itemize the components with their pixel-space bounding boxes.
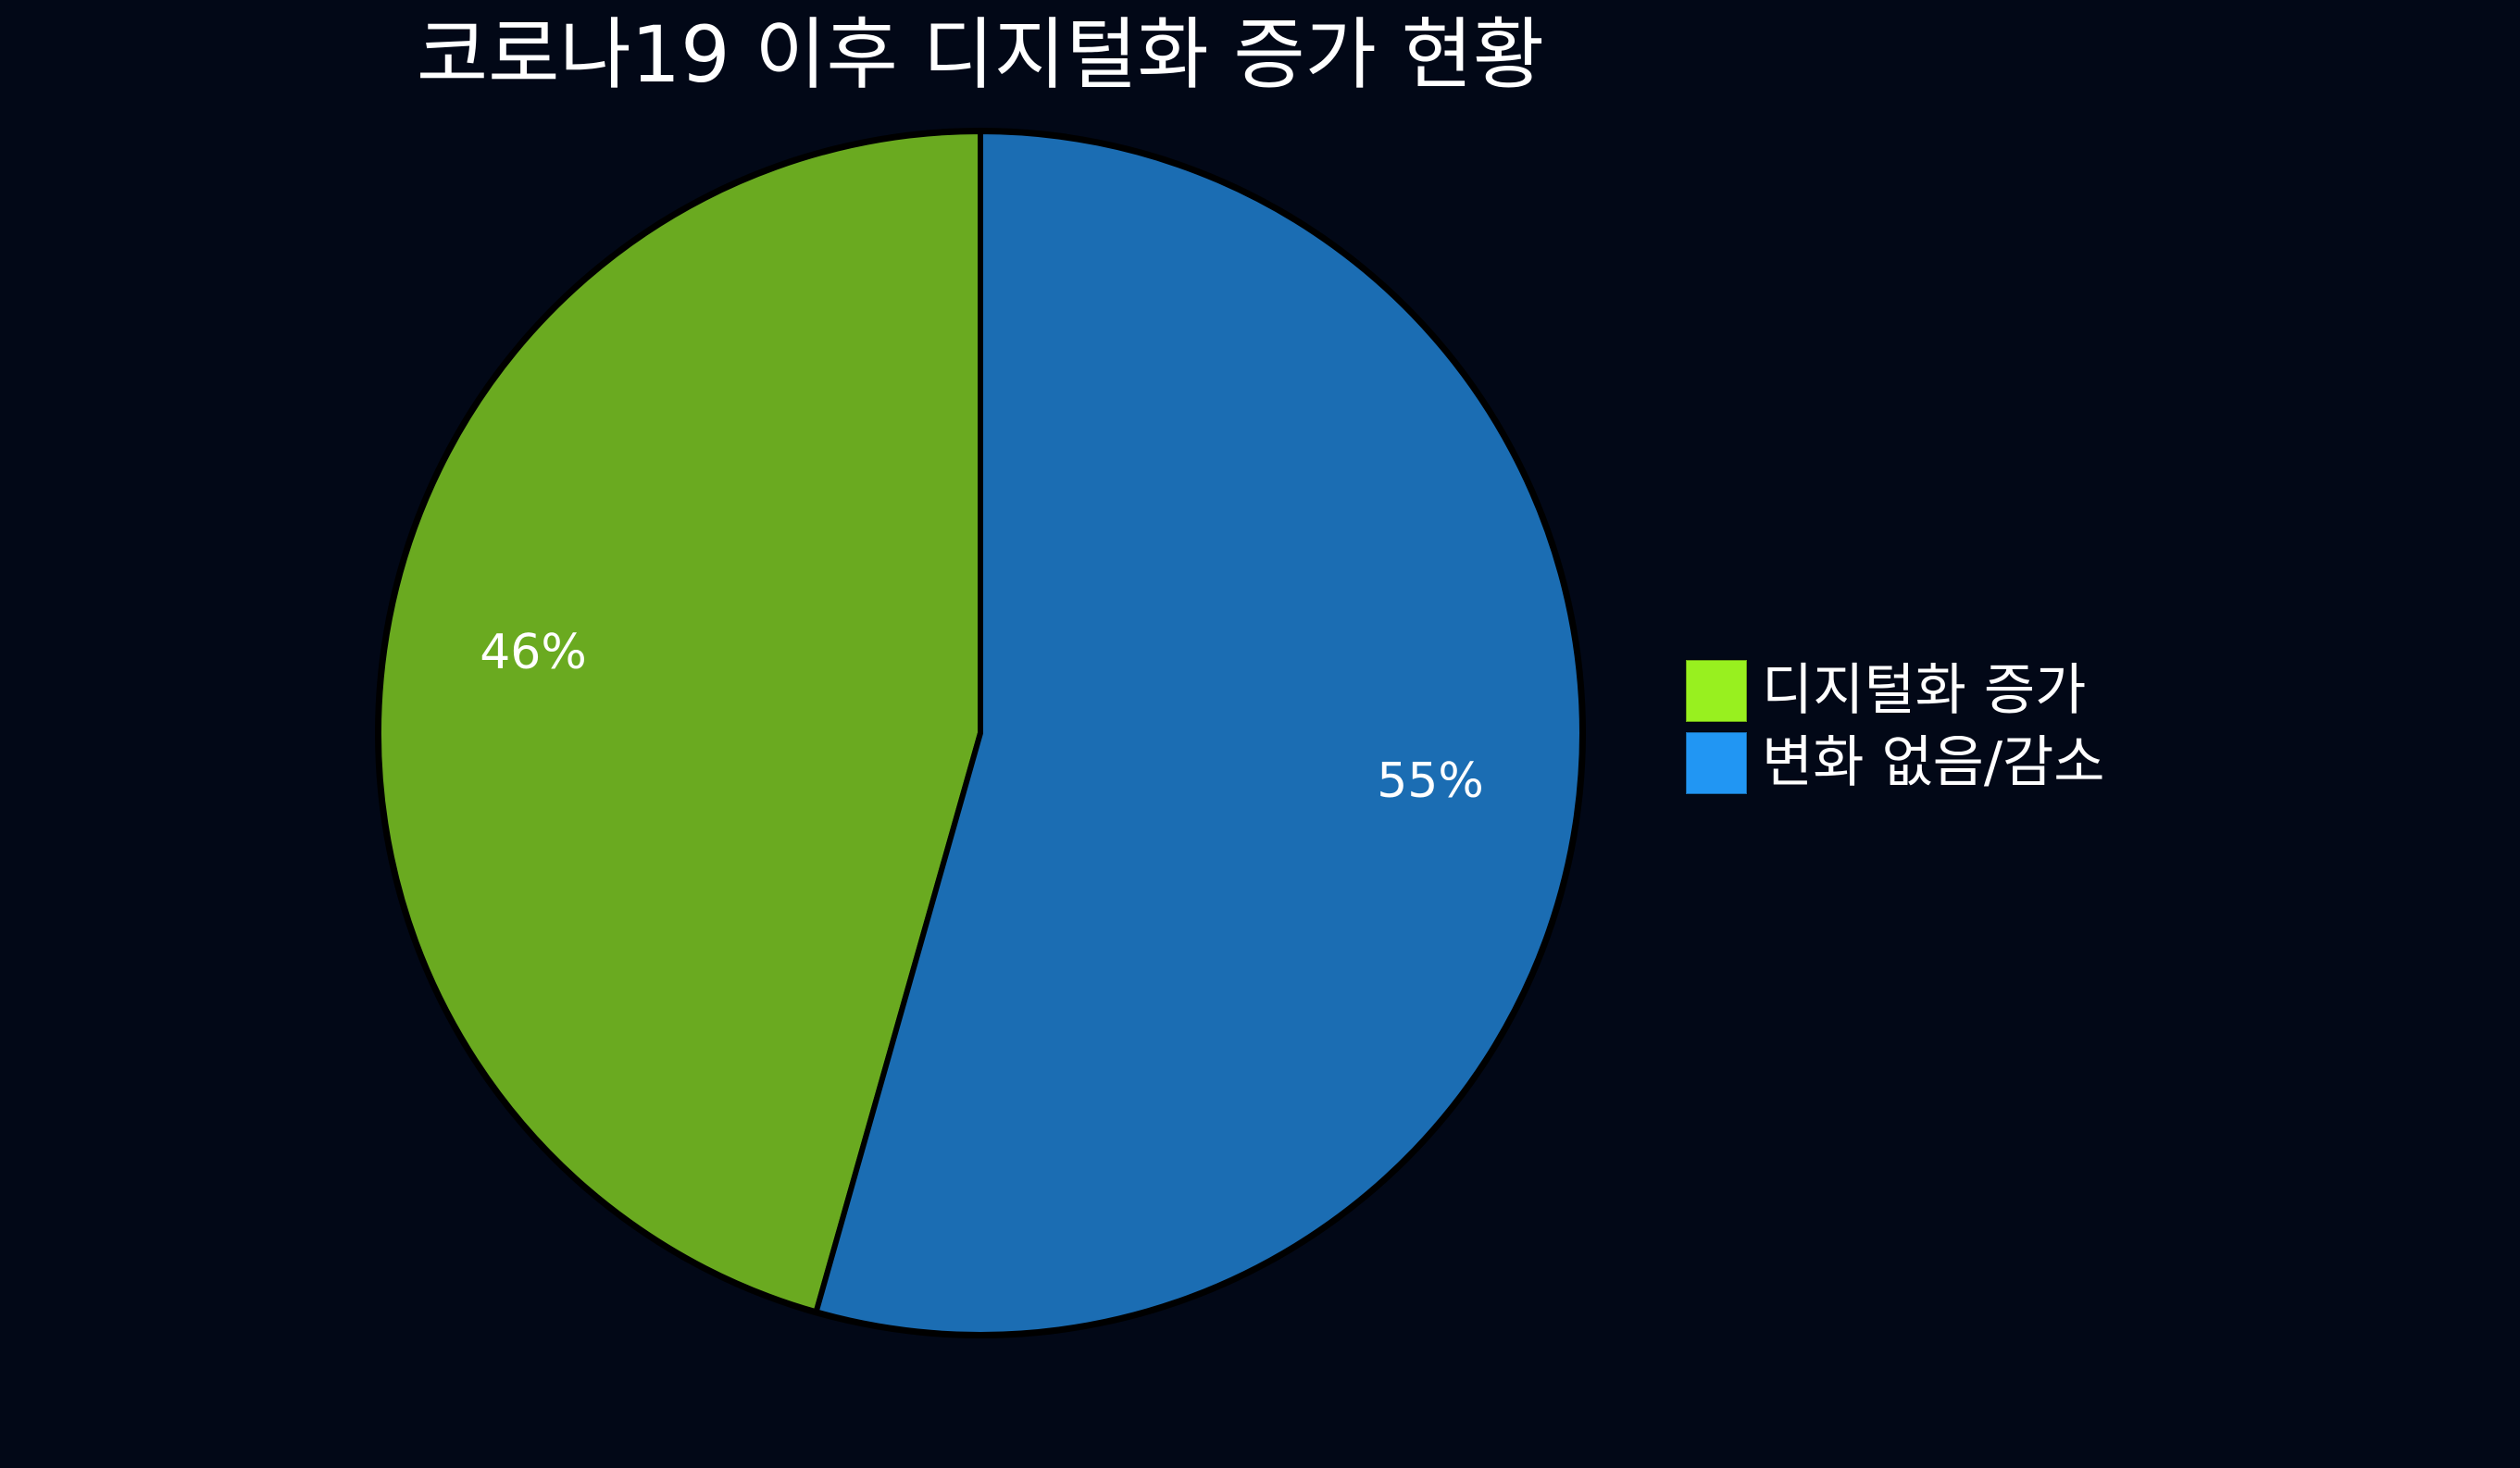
legend-swatch-0 (1685, 659, 1748, 723)
data-label-0: 46% (480, 625, 587, 680)
chart-title: 코로나19 이후 디지털화 증가 현황 (417, 9, 1544, 100)
legend-label-1: 변화 없음/감소 (1762, 730, 2105, 795)
legend: 디지털화 증가 변화 없음/감소 (1685, 658, 2105, 795)
data-label-1: 55% (1377, 753, 1484, 809)
legend-label-0: 디지털화 증가 (1762, 658, 2086, 723)
pie-slice-0 (376, 129, 983, 1315)
pie-slice-1 (813, 129, 1585, 1337)
legend-swatch-1 (1685, 731, 1748, 795)
